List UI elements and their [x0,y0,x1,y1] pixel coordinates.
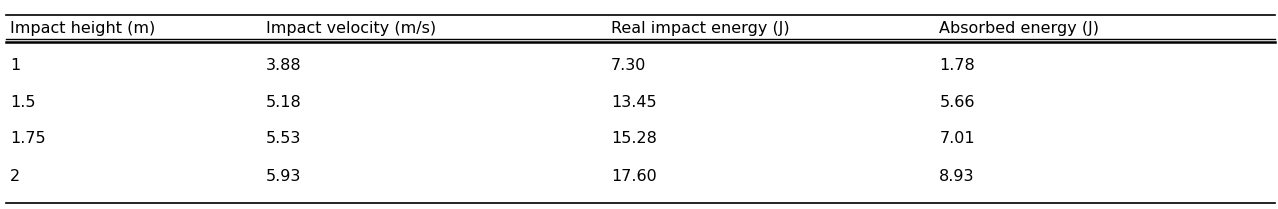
Text: Impact height (m): Impact height (m) [10,21,156,36]
Text: 3.88: 3.88 [266,58,302,73]
Text: Absorbed energy (J): Absorbed energy (J) [939,21,1099,36]
Text: 7.01: 7.01 [939,131,975,147]
Text: 1: 1 [10,58,20,73]
Text: 7.30: 7.30 [611,58,647,73]
Text: Real impact energy (J): Real impact energy (J) [611,21,790,36]
Text: Impact velocity (m/s): Impact velocity (m/s) [266,21,436,36]
Text: 2: 2 [10,169,20,184]
Text: 1.5: 1.5 [10,95,36,110]
Text: 17.60: 17.60 [611,169,657,184]
Text: 5.53: 5.53 [266,131,302,147]
Text: 8.93: 8.93 [939,169,975,184]
Text: 5.66: 5.66 [939,95,975,110]
Text: 5.18: 5.18 [266,95,302,110]
Text: 1.75: 1.75 [10,131,46,147]
Text: 13.45: 13.45 [611,95,657,110]
Text: 1.78: 1.78 [939,58,975,73]
Text: 5.93: 5.93 [266,169,302,184]
Text: 15.28: 15.28 [611,131,657,147]
